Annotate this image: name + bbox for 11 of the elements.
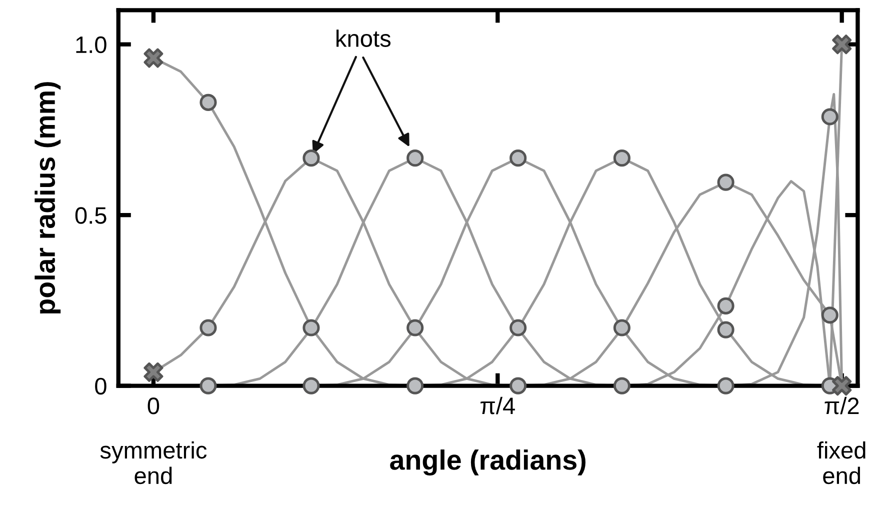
text: symmetric end	[100, 441, 207, 484]
y-axis-title: polar radius (mm)	[34, 82, 61, 314]
x-axis-title: angle (radians)	[390, 449, 586, 476]
y-tick-label: 0.5	[75, 207, 106, 224]
x-tick-label: π/4	[480, 396, 515, 414]
x-tick-label: π/2	[824, 396, 859, 414]
annotation: knots	[336, 30, 391, 47]
y-tick-label: 1.0	[76, 36, 106, 54]
x-tick-label: 0	[148, 398, 160, 414]
text: fixed end	[817, 441, 866, 484]
y-tick-label: 0	[95, 378, 106, 395]
